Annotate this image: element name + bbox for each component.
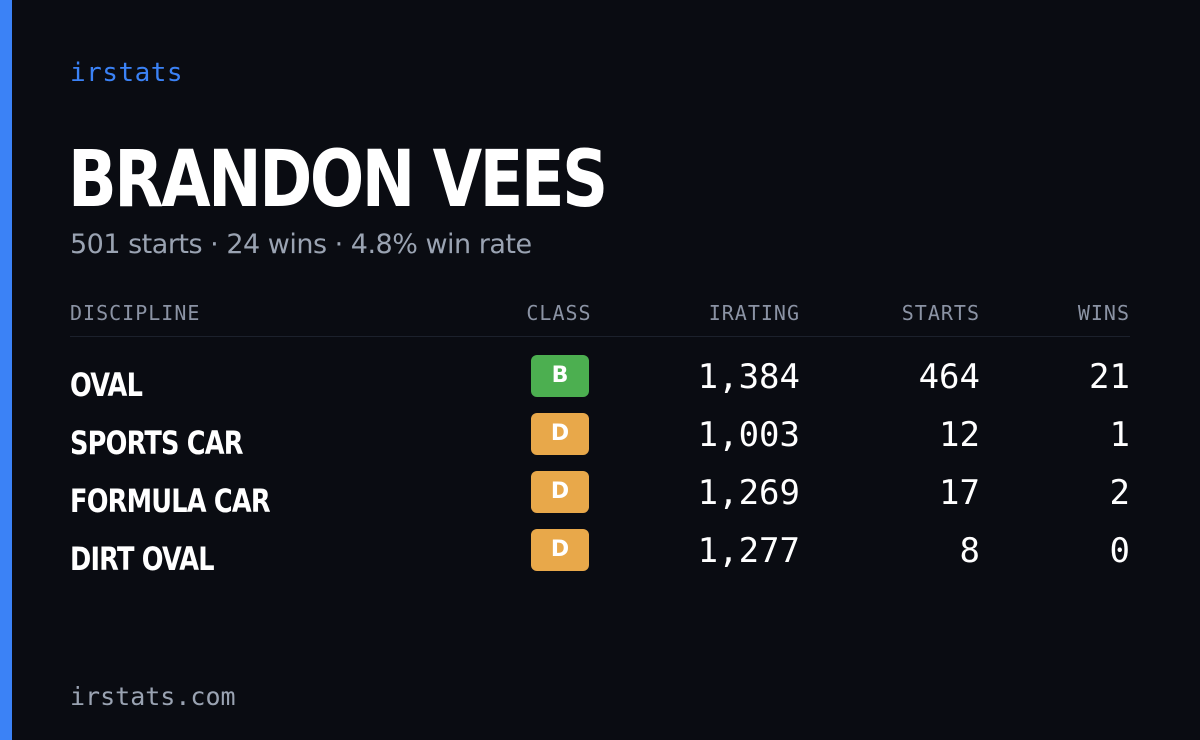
footer-url: irstats.com: [70, 682, 236, 711]
table-row: SPORTS CAR D 1,003 12 1: [70, 411, 1130, 469]
starts-value: 12: [939, 415, 980, 455]
header-starts: STARTS: [901, 301, 980, 325]
header-discipline: DISCIPLINE: [70, 301, 201, 325]
table-row: DIRT OVAL D 1,277 8 0: [70, 527, 1130, 585]
accent-bar: [0, 0, 12, 740]
header-wins: WINS: [1077, 301, 1130, 325]
stats-table: DISCIPLINE CLASS IRATING STARTS WINS OVA…: [70, 296, 1130, 585]
starts-value: 8: [959, 531, 980, 571]
class-badge: D: [531, 529, 589, 571]
wins-value: 2: [1109, 473, 1130, 513]
class-badge: D: [531, 471, 589, 513]
discipline-name: DIRT OVAL: [70, 540, 215, 578]
discipline-name: SPORTS CAR: [70, 424, 243, 462]
wins-value: 0: [1109, 531, 1130, 571]
table-row: FORMULA CAR D 1,269 17 2: [70, 469, 1130, 527]
irating-value: 1,384: [697, 357, 800, 397]
driver-summary: 501 starts · 24 wins · 4.8% win rate: [70, 229, 532, 260]
irating-value: 1,277: [697, 531, 800, 571]
table-header: DISCIPLINE CLASS IRATING STARTS WINS: [70, 296, 1130, 337]
wins-value: 1: [1109, 415, 1130, 455]
class-badge: D: [531, 413, 589, 455]
driver-name: BRANDON VEES: [68, 135, 608, 225]
table-row: OVAL B 1,384 464 21: [70, 353, 1130, 411]
class-badge: B: [531, 355, 589, 397]
irating-value: 1,269: [697, 473, 800, 513]
wins-value: 21: [1089, 357, 1130, 397]
discipline-name: OVAL: [70, 366, 143, 404]
starts-value: 464: [918, 357, 980, 397]
table-body: OVAL B 1,384 464 21 SPORTS CAR D 1,003 1…: [70, 353, 1130, 585]
discipline-name: FORMULA CAR: [70, 482, 271, 520]
irating-value: 1,003: [697, 415, 800, 455]
header-irating: IRATING: [708, 301, 800, 325]
brand-logo: irstats: [70, 58, 184, 88]
header-class: CLASS: [526, 301, 592, 325]
starts-value: 17: [939, 473, 980, 513]
